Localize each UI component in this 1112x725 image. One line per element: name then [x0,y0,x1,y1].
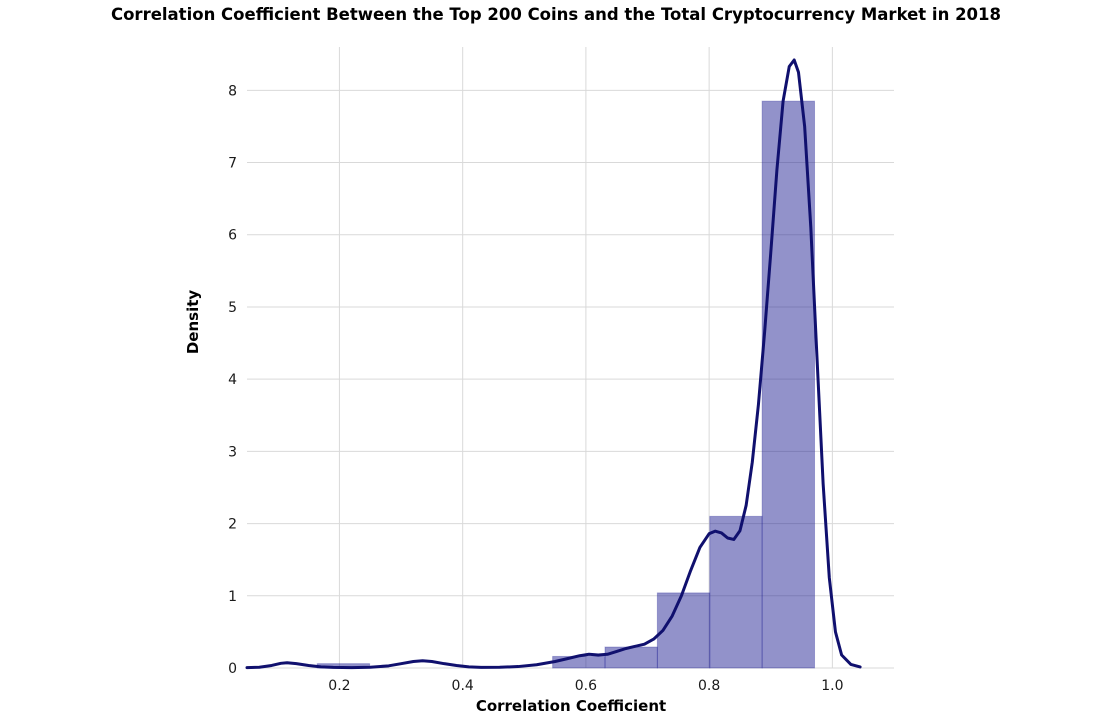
hist-bar [656,592,711,669]
x-tick-label: 0.2 [328,678,350,694]
y-tick-labels: 0 1 2 3 4 5 6 7 8 [228,83,237,677]
kde-curve [245,58,862,670]
y-tick-label: 3 [228,444,237,460]
hist-bar [761,100,816,669]
histogram-bars [316,100,816,669]
chart-title: Correlation Coefficient Between the Top … [110,5,1001,24]
x-tick-label: 0.6 [575,678,597,694]
grid-lines [247,47,894,669]
y-tick-label: 8 [228,83,237,99]
y-tick-label: 7 [228,156,237,172]
x-tick-label: 0.8 [698,678,720,694]
y-tick-label: 2 [228,517,237,533]
x-tick-label: 1.0 [821,678,843,694]
y-tick-label: 1 [228,589,237,605]
hist-bar [709,515,763,669]
y-axis-label: Density [184,289,202,355]
y-tick-label: 0 [228,661,237,677]
x-tick-labels: 0.2 0.4 0.6 0.8 1.0 [328,678,843,694]
x-axis-label: Correlation Coefficient [475,697,667,715]
hist-bar [552,655,606,669]
y-tick-label: 4 [228,372,237,388]
x-tick-label: 0.4 [452,678,474,694]
y-tick-label: 6 [228,228,237,244]
hist-bar [604,646,658,669]
y-tick-label: 5 [228,300,237,316]
